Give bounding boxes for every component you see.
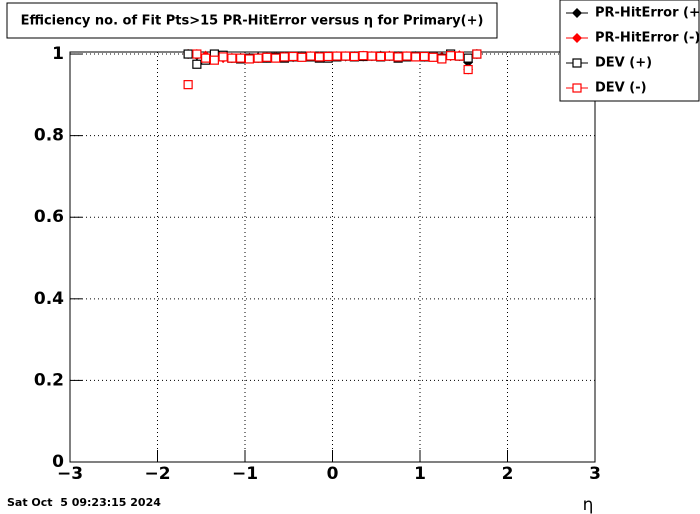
marker-square bbox=[227, 53, 237, 63]
y-tick-label: 0.8 bbox=[34, 126, 64, 146]
y-tick-label: 0.2 bbox=[34, 370, 64, 390]
marker-square bbox=[271, 53, 281, 63]
legend-label: DEV (-) bbox=[595, 81, 647, 96]
marker-square bbox=[463, 64, 473, 75]
marker-square bbox=[454, 51, 464, 61]
series bbox=[183, 49, 482, 90]
x-tick-label: −3 bbox=[57, 464, 83, 484]
chart-title: Efficiency no. of Fit Pts>15 PR-HitError… bbox=[21, 14, 484, 29]
marker-square bbox=[332, 51, 342, 61]
marker-square bbox=[218, 52, 228, 62]
marker-square bbox=[236, 53, 246, 63]
marker-square bbox=[402, 51, 412, 61]
marker-square bbox=[279, 52, 289, 62]
legend-label: DEV (+) bbox=[595, 56, 652, 71]
x-tick-label: −1 bbox=[232, 464, 258, 484]
legend: PR-HitError (+) PR-HitError (-) DEV (+) DEV… bbox=[559, 0, 700, 102]
y-tick-label: 0.6 bbox=[34, 207, 64, 227]
legend-box bbox=[559, 0, 700, 102]
marker-square bbox=[428, 52, 438, 62]
marker-square bbox=[288, 51, 298, 62]
marker-square bbox=[572, 83, 582, 93]
marker-square bbox=[367, 51, 377, 61]
marker-square bbox=[437, 54, 447, 64]
x-tick-label: 2 bbox=[502, 464, 514, 484]
marker-square bbox=[463, 53, 473, 63]
marker-square bbox=[192, 49, 202, 59]
marker-square bbox=[253, 53, 263, 63]
marker-square bbox=[376, 51, 386, 62]
marker-square bbox=[192, 59, 202, 69]
marker-square bbox=[349, 51, 359, 62]
x-tick-label: 1 bbox=[414, 464, 426, 484]
marker-diamond bbox=[572, 8, 582, 18]
y-tick-label: 1 bbox=[52, 44, 64, 64]
marker-square bbox=[411, 52, 421, 62]
x-axis-label: η bbox=[583, 495, 594, 514]
y-tick-label: 0 bbox=[52, 452, 64, 472]
y-tick-label: 0.4 bbox=[34, 289, 64, 309]
x-tick-label: 3 bbox=[589, 464, 601, 484]
timestamp: Sat Oct 5 09:23:15 2024 bbox=[7, 496, 161, 509]
legend-label: PR-HitError (+) bbox=[595, 6, 700, 21]
marker-square bbox=[306, 51, 316, 61]
marker-square bbox=[201, 53, 211, 63]
marker-square bbox=[472, 49, 482, 59]
marker-square bbox=[314, 52, 324, 62]
plot-area: −3 −2 −1 0 1 2 3 0 0.2 0.4 0.6 0.8 1 bbox=[34, 44, 601, 484]
x-tick-label: −2 bbox=[144, 464, 170, 484]
marker-square bbox=[419, 51, 429, 62]
x-tick-label: 0 bbox=[327, 464, 339, 484]
marker-square bbox=[358, 51, 368, 61]
marker-square bbox=[183, 80, 193, 90]
marker-square bbox=[262, 52, 272, 62]
marker-square bbox=[384, 51, 394, 61]
marker-diamond bbox=[572, 33, 582, 43]
marker-square bbox=[244, 54, 254, 64]
marker-square bbox=[393, 52, 403, 62]
marker-square bbox=[183, 49, 193, 59]
marker-square bbox=[323, 51, 333, 62]
marker-square bbox=[209, 55, 219, 65]
title-box bbox=[6, 2, 498, 39]
marker-square bbox=[341, 51, 351, 61]
marker-square bbox=[446, 51, 456, 61]
legend-label: PR-HitError (-) bbox=[595, 31, 700, 46]
marker-square bbox=[572, 58, 582, 68]
marker-square bbox=[297, 52, 307, 62]
